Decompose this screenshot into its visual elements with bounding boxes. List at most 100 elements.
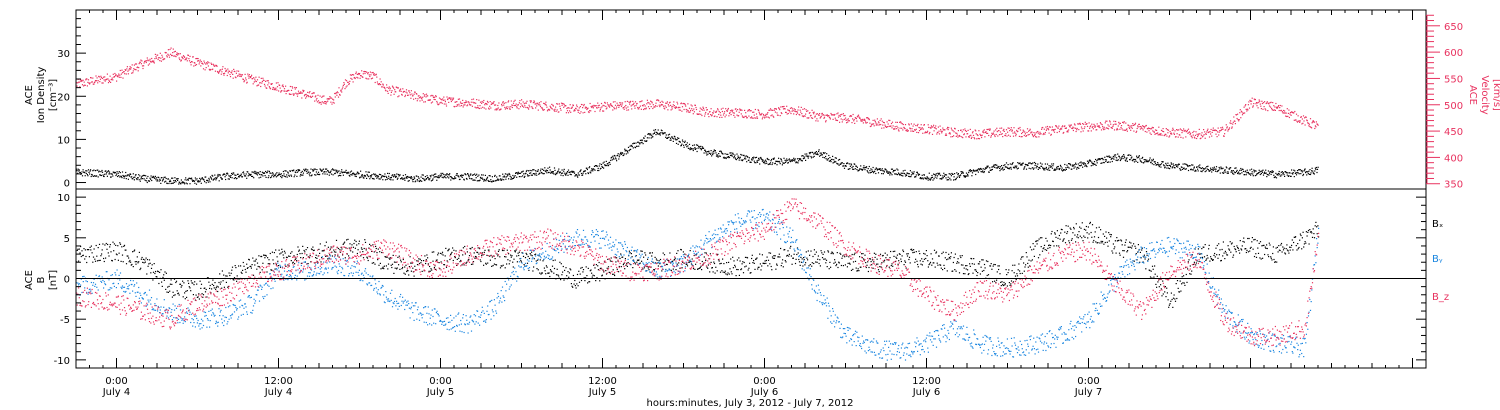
data-point [1179, 134, 1181, 136]
data-point [476, 99, 478, 101]
data-point [532, 102, 534, 104]
data-point [517, 173, 519, 175]
data-point [333, 102, 335, 104]
data-point [382, 179, 384, 181]
data-point [542, 108, 544, 110]
data-point [1006, 166, 1008, 168]
data-point [677, 143, 679, 145]
data-point [443, 96, 445, 98]
data-point [528, 108, 530, 110]
data-point [1075, 130, 1077, 133]
data-point [980, 135, 982, 137]
data-point [200, 182, 202, 184]
data-point [956, 134, 958, 136]
data-point [481, 102, 483, 104]
data-point [775, 108, 777, 110]
data-point [200, 65, 202, 67]
data-point [603, 110, 605, 112]
data-point [199, 280, 201, 282]
data-point [329, 171, 331, 173]
data-point [974, 138, 976, 140]
data-point [449, 176, 451, 178]
data-point [468, 101, 470, 103]
data-point [761, 112, 763, 115]
data-point [524, 105, 526, 107]
data-point [720, 150, 722, 152]
data-point [84, 258, 86, 260]
data-point [713, 149, 715, 151]
data-point [400, 88, 402, 90]
data-point [103, 260, 105, 263]
data-point [620, 102, 622, 104]
data-point [672, 104, 674, 106]
data-point [963, 133, 965, 135]
data-point [212, 63, 214, 65]
data-point [1238, 171, 1240, 173]
data-point [323, 171, 326, 173]
data-point [443, 173, 445, 176]
data-point [874, 120, 876, 123]
data-point [1051, 126, 1053, 128]
data-point [616, 106, 618, 108]
data-point [691, 105, 693, 107]
data-point [1006, 135, 1008, 137]
data-point [1039, 162, 1042, 164]
data-point [814, 116, 816, 118]
data-point [99, 81, 101, 83]
data-point [1298, 169, 1300, 171]
data-point [732, 153, 734, 155]
data-point [1178, 129, 1180, 131]
data-point [172, 291, 174, 293]
data-point [1058, 131, 1060, 133]
data-point [935, 174, 937, 176]
data-point [253, 81, 255, 83]
data-point [787, 109, 789, 111]
data-point [1280, 175, 1282, 177]
data-point [947, 176, 949, 178]
data-point [873, 172, 875, 174]
data-point [119, 74, 121, 76]
data-point [98, 170, 100, 172]
data-point [480, 107, 482, 109]
data-point [163, 176, 165, 178]
data-point [1249, 169, 1251, 171]
data-point [749, 110, 751, 112]
data-point [546, 172, 548, 174]
data-point [1045, 129, 1047, 131]
data-point [1262, 169, 1264, 171]
data-point [721, 116, 723, 118]
data-point [158, 176, 160, 179]
data-point [259, 173, 261, 176]
data-point [1207, 165, 1209, 167]
data-point [934, 127, 936, 129]
velocity-tick-label: 650 [1444, 22, 1463, 33]
data-point [1050, 165, 1052, 167]
data-point [1219, 168, 1221, 170]
data-point [605, 108, 607, 110]
data-point [1058, 168, 1060, 171]
data-point [393, 176, 395, 178]
data-point [644, 140, 646, 142]
data-point [189, 183, 191, 185]
data-point [1016, 129, 1018, 131]
data-point [760, 158, 762, 160]
data-point [1221, 126, 1224, 128]
data-point [414, 181, 416, 183]
data-point [202, 296, 204, 298]
data-point [341, 91, 343, 93]
data-point [1170, 132, 1172, 134]
data-point [1014, 131, 1016, 133]
data-point [891, 121, 894, 123]
data-point [329, 96, 331, 98]
data-point [598, 169, 600, 172]
data-point [369, 175, 371, 177]
data-point [828, 154, 830, 157]
data-point [86, 78, 88, 80]
data-point [350, 77, 352, 79]
data-point [939, 178, 941, 180]
data-point [465, 101, 468, 103]
data-point [335, 169, 337, 171]
data-point [411, 179, 414, 181]
data-point [147, 64, 149, 66]
